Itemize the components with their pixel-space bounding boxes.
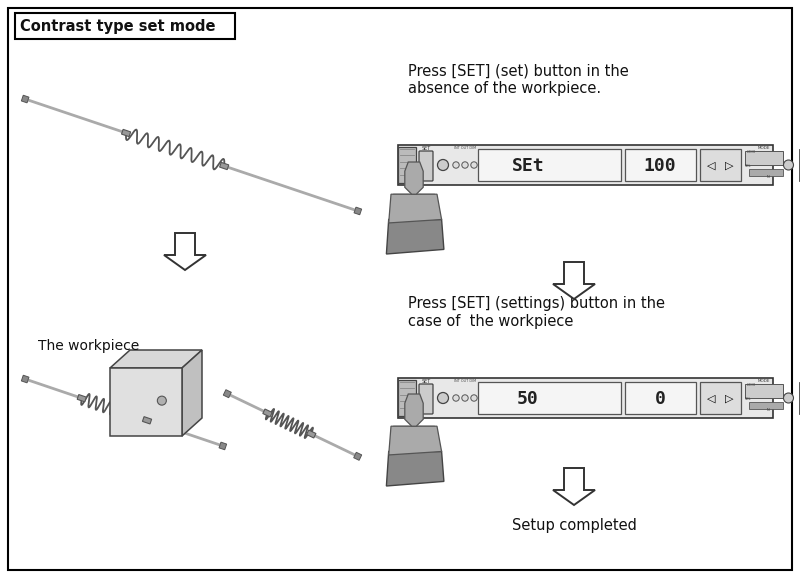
Bar	[398, 147, 416, 183]
Text: Setup completed: Setup completed	[511, 518, 637, 533]
Circle shape	[470, 395, 477, 401]
Circle shape	[438, 393, 449, 404]
Text: SEt: SEt	[511, 157, 544, 175]
Text: L/D/0: L/D/0	[747, 383, 756, 387]
Polygon shape	[122, 129, 130, 137]
Text: Contrast type set mode: Contrast type set mode	[20, 20, 215, 35]
Polygon shape	[220, 162, 229, 170]
Circle shape	[462, 395, 468, 401]
Text: Press [SET] (settings) button in the: Press [SET] (settings) button in the	[408, 296, 665, 311]
Text: ▷: ▷	[726, 394, 734, 404]
Bar	[478, 149, 621, 181]
Polygon shape	[407, 194, 421, 206]
Polygon shape	[405, 394, 423, 426]
Circle shape	[453, 162, 459, 168]
Text: INT OUT DIM: INT OUT DIM	[454, 379, 476, 383]
Bar	[798, 382, 800, 414]
Bar	[798, 149, 800, 181]
Text: case of  the workpiece: case of the workpiece	[408, 314, 574, 329]
Text: L/D/0: L/D/0	[747, 150, 756, 154]
Polygon shape	[405, 162, 423, 194]
Text: 50: 50	[517, 390, 538, 408]
Bar	[398, 380, 416, 416]
Bar	[745, 384, 782, 398]
Text: INT OUT DIM: INT OUT DIM	[454, 146, 476, 150]
Polygon shape	[219, 442, 226, 450]
Bar	[700, 382, 741, 414]
Polygon shape	[389, 194, 442, 223]
Text: MODE: MODE	[758, 379, 770, 383]
Text: MODE: MODE	[758, 146, 770, 150]
Text: absence of the workpiece.: absence of the workpiece.	[408, 81, 601, 96]
Bar	[745, 151, 782, 166]
Bar	[625, 382, 696, 414]
Circle shape	[783, 160, 794, 170]
Bar	[15, 13, 235, 39]
Bar	[625, 149, 696, 181]
FancyBboxPatch shape	[419, 151, 433, 181]
Bar	[110, 368, 182, 436]
Polygon shape	[386, 219, 444, 254]
Polygon shape	[110, 350, 202, 368]
Text: SEL: SEL	[745, 397, 751, 401]
Polygon shape	[164, 233, 206, 270]
Text: 100: 100	[644, 157, 677, 175]
Circle shape	[462, 162, 468, 168]
Text: ◁: ◁	[707, 161, 715, 171]
Polygon shape	[421, 426, 434, 438]
Polygon shape	[407, 426, 421, 438]
Circle shape	[438, 159, 449, 170]
Text: SEL: SEL	[745, 164, 751, 168]
Bar	[749, 402, 782, 409]
Text: The workpiece: The workpiece	[38, 339, 139, 353]
Text: SET: SET	[422, 146, 430, 151]
Bar	[398, 378, 773, 418]
Polygon shape	[386, 452, 444, 486]
Bar	[749, 169, 782, 176]
Text: 0: 0	[654, 390, 666, 408]
Bar	[478, 382, 621, 414]
Polygon shape	[22, 375, 29, 383]
Polygon shape	[394, 426, 407, 438]
FancyBboxPatch shape	[419, 384, 433, 414]
Polygon shape	[389, 426, 442, 455]
Text: ▷: ▷	[726, 161, 734, 171]
Text: SET: SET	[422, 379, 430, 384]
Polygon shape	[306, 430, 316, 438]
Polygon shape	[421, 194, 434, 206]
Polygon shape	[142, 417, 152, 424]
Polygon shape	[22, 95, 29, 103]
Polygon shape	[354, 452, 362, 460]
Polygon shape	[553, 468, 595, 505]
Polygon shape	[77, 394, 86, 402]
Circle shape	[470, 162, 477, 168]
Circle shape	[783, 393, 794, 403]
Polygon shape	[354, 207, 362, 215]
Text: ◁: ◁	[707, 394, 715, 404]
Polygon shape	[394, 194, 407, 206]
Text: N: N	[766, 174, 769, 178]
Polygon shape	[223, 390, 231, 398]
Circle shape	[158, 396, 166, 405]
Circle shape	[453, 395, 459, 401]
Bar	[398, 145, 773, 185]
Text: Press [SET] (set) button in the: Press [SET] (set) button in the	[408, 63, 629, 78]
Text: N: N	[766, 408, 769, 412]
Bar	[700, 149, 741, 181]
Polygon shape	[263, 409, 272, 417]
Polygon shape	[182, 350, 202, 436]
Polygon shape	[553, 262, 595, 299]
